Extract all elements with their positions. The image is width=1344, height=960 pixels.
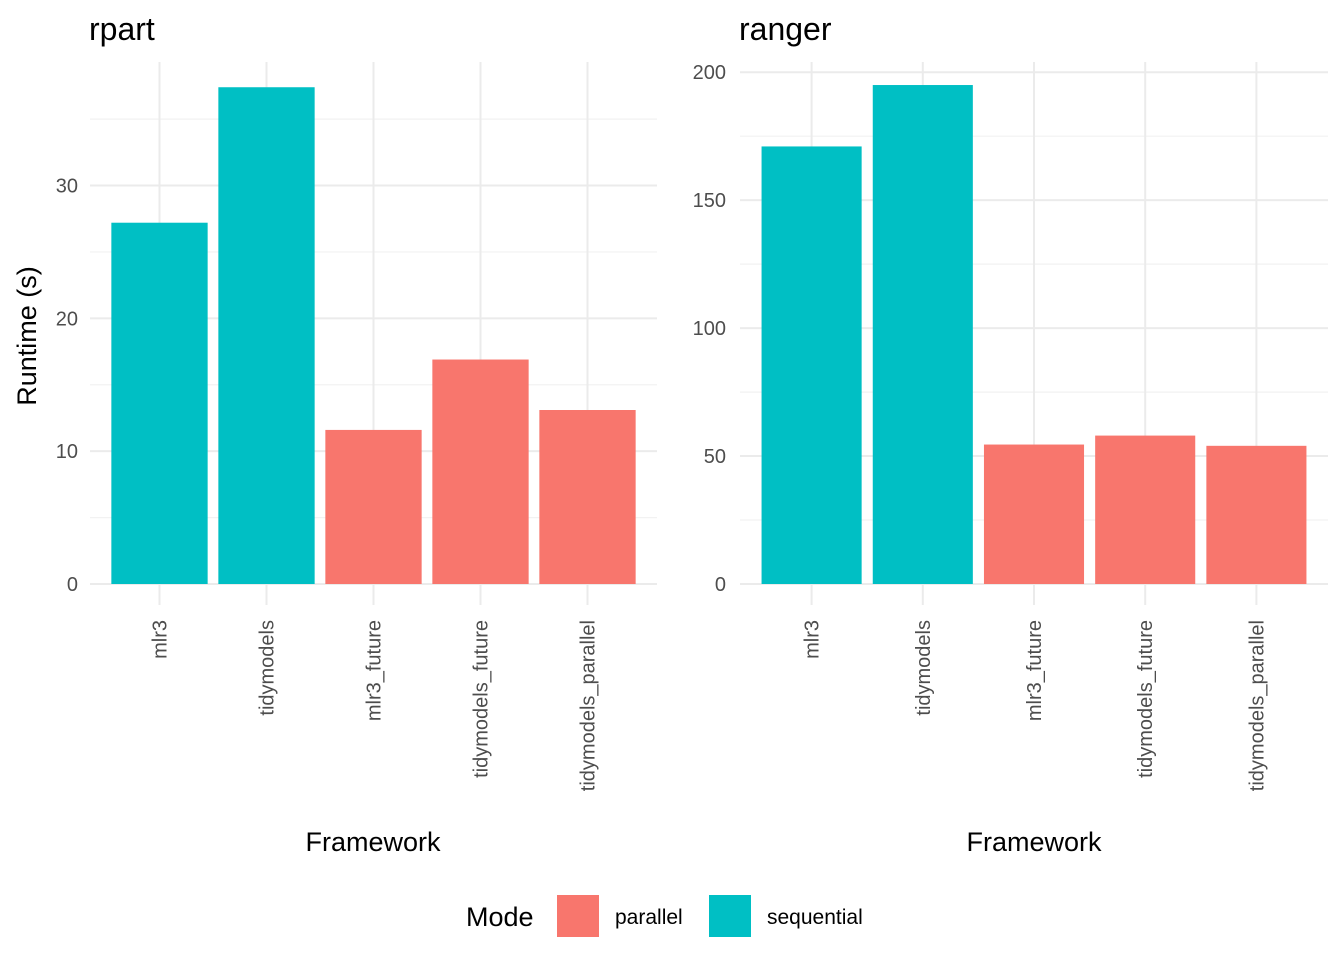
y-tick-label: 0 — [67, 574, 78, 596]
y-tick-label: 200 — [693, 62, 726, 84]
x-tick-label: tidymodels_future — [471, 620, 493, 778]
x-tick-label: mlr3_future — [364, 620, 386, 721]
y-tick-label: 100 — [693, 318, 726, 340]
bar-mlr3 — [111, 222, 208, 584]
bar-tidymodels — [872, 85, 973, 584]
panel-rpart: rpart Runtime (s) Framework 0 10 20 30 mlr3 t… — [12, 11, 657, 857]
x-tick-label: mlr3 — [802, 620, 824, 659]
y-axis-title: Runtime (s) — [12, 266, 42, 406]
tick-labels: 0 10 20 30 mlr3 tidymodels mlr3_future tidymode… — [56, 176, 600, 792]
y-tick-label: 20 — [56, 308, 78, 330]
legend-label-sequential: sequential — [767, 906, 863, 929]
x-tick-label: tidymodels — [257, 620, 279, 716]
bar-mlr3_future — [983, 444, 1085, 584]
bar-mlr3 — [761, 146, 862, 585]
x-axis-title: Framework — [966, 827, 1102, 857]
x-tick-label: tidymodels_future — [1135, 620, 1157, 778]
x-tick-label: tidymodels_parallel — [578, 620, 600, 791]
y-tick-label: 0 — [715, 574, 726, 596]
y-tick-label: 150 — [693, 190, 726, 212]
x-axis-title: Framework — [305, 827, 441, 857]
y-tick-label: 10 — [56, 441, 78, 463]
bar-mlr3_future — [325, 429, 422, 584]
legend-key-parallel — [557, 895, 599, 937]
x-tick-label: tidymodels_parallel — [1246, 620, 1268, 791]
tick-labels: 0 50 100 150 200 mlr3 tidymodels mlr3_future tid… — [693, 62, 1269, 791]
panel-title: ranger — [739, 11, 832, 47]
legend-title: Mode — [466, 902, 534, 932]
bar-tidymodels_parallel — [1206, 445, 1307, 584]
x-tick-label: mlr3_future — [1024, 620, 1046, 721]
bar-tidymodels_future — [432, 359, 529, 584]
y-tick-label: 50 — [704, 446, 726, 468]
bar-tidymodels_parallel — [539, 410, 636, 584]
bar-tidymodels — [218, 87, 315, 585]
x-tick-label: mlr3 — [150, 620, 172, 659]
legend-key-sequential — [709, 895, 751, 937]
panel-title: rpart — [89, 11, 155, 47]
legend: Mode parallel sequential — [466, 895, 863, 937]
bar-tidymodels_future — [1095, 435, 1196, 584]
panel-ranger: ranger Framework 0 50 100 150 200 mlr3 tidymod… — [693, 11, 1328, 857]
bars — [111, 87, 636, 585]
legend-label-parallel: parallel — [615, 906, 683, 929]
bars — [761, 85, 1307, 585]
x-tick-label: tidymodels — [913, 620, 935, 716]
y-tick-label: 30 — [56, 176, 78, 198]
